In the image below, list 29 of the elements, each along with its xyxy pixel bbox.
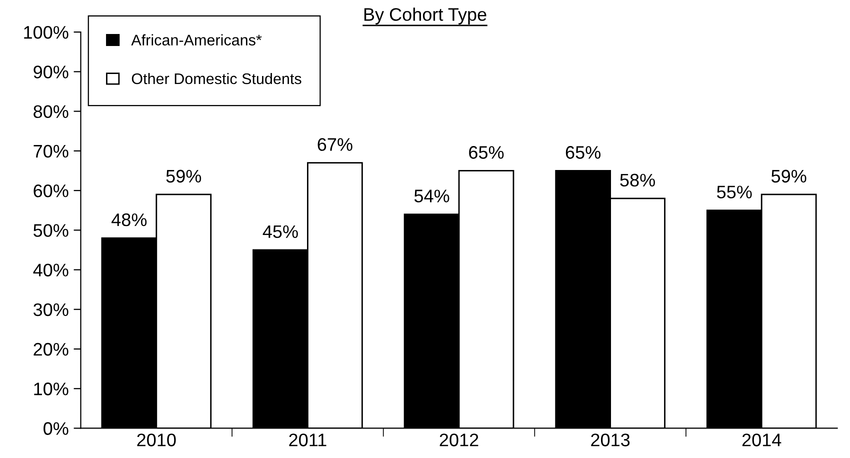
- y-tick-label: 70%: [34, 144, 68, 158]
- y-tick-label: 40%: [33, 264, 68, 276]
- x-tick-label: 2013: [591, 434, 630, 446]
- x-tick-label: 2011: [289, 434, 326, 446]
- y-tick-label: 100%: [24, 26, 68, 39]
- data-label: 65%: [469, 146, 504, 159]
- legend-label: Other Domestic Students: [132, 72, 302, 84]
- data-label: 45%: [262, 225, 298, 238]
- y-tick-label: 80%: [34, 105, 68, 118]
- data-label: 54%: [414, 190, 450, 202]
- y-tick-label: 90%: [34, 66, 68, 78]
- y-tick-label: 0%: [44, 422, 68, 435]
- data-label: 67%: [318, 138, 352, 151]
- x-tick-label: 2012: [440, 434, 478, 446]
- y-tick-label: 10%: [34, 382, 68, 396]
- data-label: 55%: [717, 186, 752, 198]
- data-label: 59%: [166, 170, 202, 183]
- data-label: 48%: [112, 213, 147, 226]
- x-tick-label: 2014: [742, 434, 782, 446]
- y-tick-label: 60%: [34, 184, 68, 198]
- y-tick-label: 30%: [33, 303, 68, 316]
- legend-label: African-Americans*: [131, 34, 262, 46]
- data-label: 58%: [620, 174, 655, 187]
- data-label: 59%: [771, 170, 806, 183]
- x-tick-label: 2010: [137, 434, 176, 446]
- y-tick-label: 50%: [34, 224, 68, 237]
- chart-title: By Cohort Type: [364, 8, 486, 24]
- data-label: 65%: [566, 146, 600, 159]
- y-tick-label: 20%: [34, 342, 68, 356]
